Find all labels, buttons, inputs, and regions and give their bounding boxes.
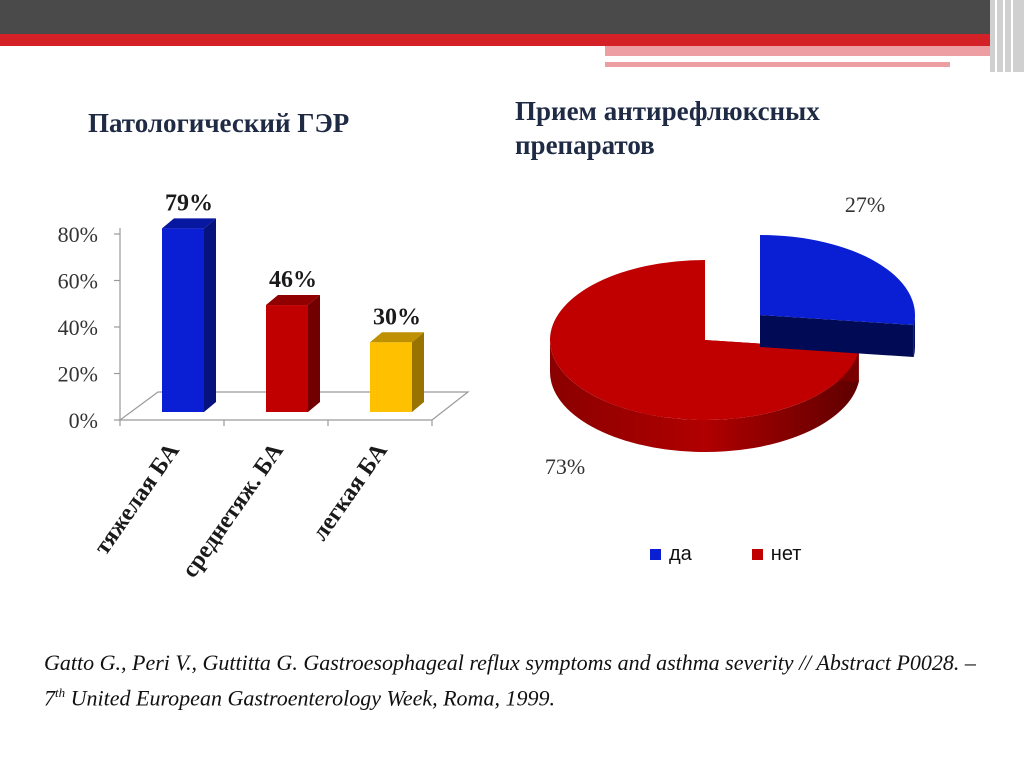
pie-slice-yes [760,235,915,358]
bar-top [370,332,424,343]
pie-data-label-no: 73% [545,454,585,479]
bar [370,332,424,412]
bar-category-label: среднетяж. БА [177,438,289,583]
header-red-strip [0,34,1024,46]
y-tick-label: 60% [58,269,98,294]
legend-swatch-yes [650,549,661,560]
bar-top [266,295,320,306]
y-tick-label: 20% [58,362,98,387]
pie-marks [550,235,915,453]
bar-front [266,305,308,412]
citation-superscript: th [55,685,66,700]
bar-front [162,228,204,412]
pie-slice-no-side [550,340,859,453]
citation-main: Gatto G., Peri V., Guttitta G. Gastroeso… [44,650,976,711]
citation-tail: United European Gastroenterology Week, R… [65,685,555,711]
bar-top [162,218,216,229]
pie-legend: да нет [650,543,801,566]
pie-slice-no-top [550,260,859,420]
header-dark-strip [0,0,1024,34]
pie-chart-title: Прием антирефлюксных препаратов [515,96,820,160]
pie-slice-yes-cut [760,315,914,358]
bar-front [370,342,412,412]
y-tick-label: 40% [58,315,98,340]
bar-chart: 0% 20% 40% 60% 80% 79% 46% 30% тяжелая БАсредн… [58,190,470,583]
bar [266,295,320,412]
bar-side [412,332,424,412]
header-band [0,0,1024,72]
pie-data-labels: 27% 73% [545,192,885,479]
legend-label-no: нет [770,543,802,565]
bar-data-labels: 79% 46% 30% [165,190,421,330]
citation: Gatto G., Peri V., Guttitta G. Gastroeso… [44,648,984,713]
header-pink-strip [605,46,1024,56]
pie-slice-yes-top [760,235,915,326]
bar-category-label: тяжелая БА [89,438,185,560]
legend-label-yes: да [669,543,692,565]
bar-data-label: 46% [269,267,317,293]
y-tick-label: 80% [58,222,98,247]
legend-swatch-no [751,549,763,560]
bar-data-label: 30% [373,304,421,330]
pie-chart: 27% 73% [545,192,915,479]
legend-item-no: нет [751,543,802,566]
bar [162,218,216,412]
bar-y-ticks: 0% 20% 40% 60% 80% [58,222,120,433]
bar-category-label: легкая БА [307,438,393,545]
pie-slice-yes-side [913,315,915,358]
bar-side [204,218,216,412]
legend-item-yes: да [650,543,692,566]
bar-axes [118,228,470,426]
pie-data-label-yes: 27% [845,192,885,217]
bar-data-label: 79% [165,190,213,216]
bar-side [308,295,320,412]
bar-chart-title: Патологический ГЭР [88,108,350,138]
bar-marks [162,218,424,412]
y-tick-label: 0% [69,408,98,433]
header-pink-thin-strip [605,62,950,67]
